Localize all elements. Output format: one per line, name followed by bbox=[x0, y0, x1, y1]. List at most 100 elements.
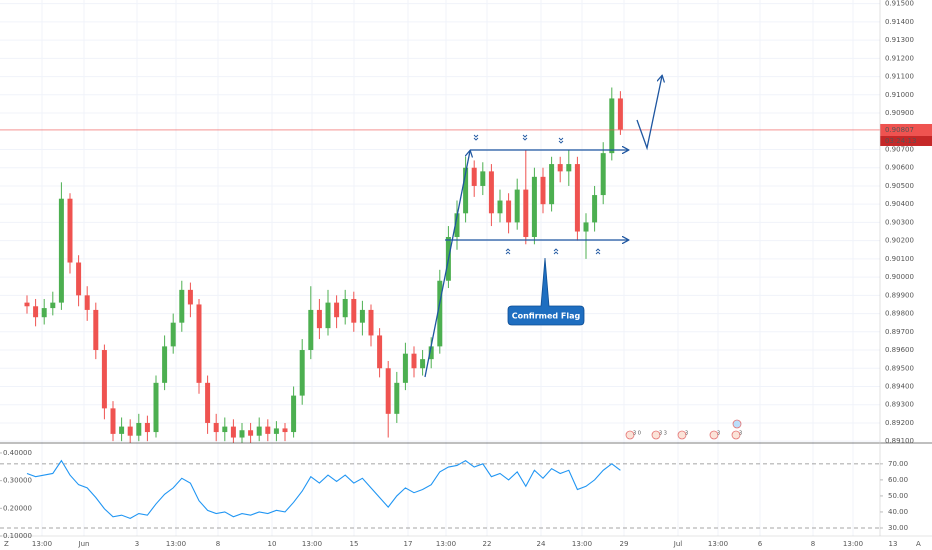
candle-body bbox=[506, 200, 512, 223]
x-tick-label: 10 bbox=[268, 540, 277, 548]
candle-body bbox=[24, 302, 30, 307]
x-tick-label: 6 bbox=[758, 540, 763, 548]
candle-body bbox=[248, 430, 254, 436]
x-tick-label: 3 bbox=[135, 540, 139, 548]
x-tick-label: 8 bbox=[216, 540, 220, 548]
x-tick-label: 13 bbox=[889, 540, 898, 548]
callout-box bbox=[507, 257, 585, 326]
y-tick-label: 0.89200 bbox=[885, 419, 914, 427]
candle-body bbox=[153, 382, 159, 433]
candle-body bbox=[196, 304, 202, 383]
candle-body bbox=[334, 302, 340, 318]
candle-body bbox=[471, 167, 477, 186]
event-label: 3 0 bbox=[633, 431, 641, 437]
candle-body bbox=[428, 346, 434, 360]
projection bbox=[636, 76, 662, 151]
rsi-line bbox=[26, 459, 621, 519]
candle-body bbox=[144, 422, 150, 433]
event-icon bbox=[732, 419, 742, 429]
candle-body bbox=[514, 189, 520, 223]
candle-body bbox=[239, 430, 245, 438]
candle-body bbox=[33, 306, 39, 318]
y-tick-label: 0.91000 bbox=[885, 91, 914, 99]
candle-body bbox=[127, 426, 133, 436]
candle-body bbox=[574, 164, 580, 232]
y-tick-label: 0.89900 bbox=[885, 291, 914, 299]
last-price-label: 0.90807 bbox=[885, 126, 914, 134]
candle-body bbox=[67, 198, 73, 263]
candle-body bbox=[592, 195, 598, 223]
x-tick-label: 13:00 bbox=[166, 540, 186, 548]
candle-body bbox=[256, 426, 262, 436]
toolbar-button[interactable]: Z bbox=[4, 540, 9, 548]
y-tick-label: 0.90500 bbox=[885, 182, 914, 190]
candle-body bbox=[385, 368, 391, 414]
candle-body bbox=[394, 382, 400, 414]
y-tick-label: 0.91200 bbox=[885, 54, 914, 62]
candle-body bbox=[557, 164, 563, 172]
x-tick-label: 13:00 bbox=[436, 540, 456, 548]
y-tick-label: 70.00 bbox=[888, 460, 908, 468]
candle-body bbox=[282, 428, 288, 433]
event-icon bbox=[677, 430, 687, 440]
candle-body bbox=[463, 167, 469, 214]
candle-body bbox=[497, 200, 503, 214]
pivot-marks bbox=[473, 134, 601, 255]
y-tick-label: 40.00 bbox=[888, 508, 908, 516]
toolbar-button[interactable]: A bbox=[916, 540, 921, 548]
candle-body bbox=[540, 176, 546, 205]
y-tick-label: 50.00 bbox=[888, 492, 908, 500]
event-icon bbox=[651, 430, 661, 440]
callout: Confirmed Flag bbox=[507, 257, 585, 326]
y-tick-label: 0.89700 bbox=[885, 328, 914, 336]
x-tick-label: 13:00 bbox=[32, 540, 52, 548]
candle-body bbox=[420, 359, 426, 369]
candle-body bbox=[50, 302, 56, 309]
candle-body bbox=[213, 422, 219, 433]
flagpole bbox=[424, 151, 470, 378]
event-label: 3 3 bbox=[659, 431, 667, 437]
y-tick-label: 60.00 bbox=[888, 476, 908, 484]
candle-body bbox=[454, 213, 460, 237]
candle-body bbox=[136, 422, 142, 436]
candle-body bbox=[308, 309, 314, 351]
candle-body bbox=[583, 222, 589, 232]
event-label: 3 bbox=[717, 431, 720, 437]
event-label: 3 bbox=[739, 431, 742, 437]
x-tick-label: 24 bbox=[537, 540, 546, 548]
last-price-box bbox=[880, 123, 932, 136]
y-tick-label: 0.89500 bbox=[885, 364, 914, 372]
drawings bbox=[424, 76, 662, 378]
candle-body bbox=[76, 262, 82, 296]
event-icon bbox=[625, 430, 635, 440]
y-tick-label: 0.90100 bbox=[885, 255, 914, 263]
x-tick-label: 13:00 bbox=[708, 540, 728, 548]
y-tick-label: 0.90700 bbox=[885, 145, 914, 153]
x-tick-label: Jun bbox=[78, 540, 90, 548]
candle-body bbox=[351, 298, 357, 323]
candle-body bbox=[299, 350, 305, 396]
x-tick-label: 17 bbox=[404, 540, 413, 548]
candle-body bbox=[359, 309, 365, 323]
y-tick-label: 0.90200 bbox=[885, 237, 914, 245]
y-tick-label: 0.89100 bbox=[885, 437, 914, 445]
y2-tick-label: 0.10000 bbox=[3, 532, 32, 540]
x-tick-label: 22 bbox=[483, 540, 492, 548]
y-tick-label: 0.90900 bbox=[885, 109, 914, 117]
candle-body bbox=[617, 98, 623, 130]
y2-tick-label: 0.40000 bbox=[3, 449, 32, 457]
candle-body bbox=[291, 395, 297, 433]
y2-tick-label: 0.20000 bbox=[3, 504, 32, 512]
candle-body bbox=[437, 280, 443, 347]
candle-body bbox=[377, 335, 383, 369]
y-tick-label: 0.89600 bbox=[885, 346, 914, 354]
price-pane bbox=[0, 87, 880, 443]
candle-body bbox=[119, 426, 125, 434]
candle-body bbox=[162, 346, 168, 383]
x-tick-label: 13:00 bbox=[302, 540, 322, 548]
candle-body bbox=[342, 298, 348, 318]
y-tick-label: 0.90000 bbox=[885, 273, 914, 281]
candle-body bbox=[84, 295, 90, 310]
